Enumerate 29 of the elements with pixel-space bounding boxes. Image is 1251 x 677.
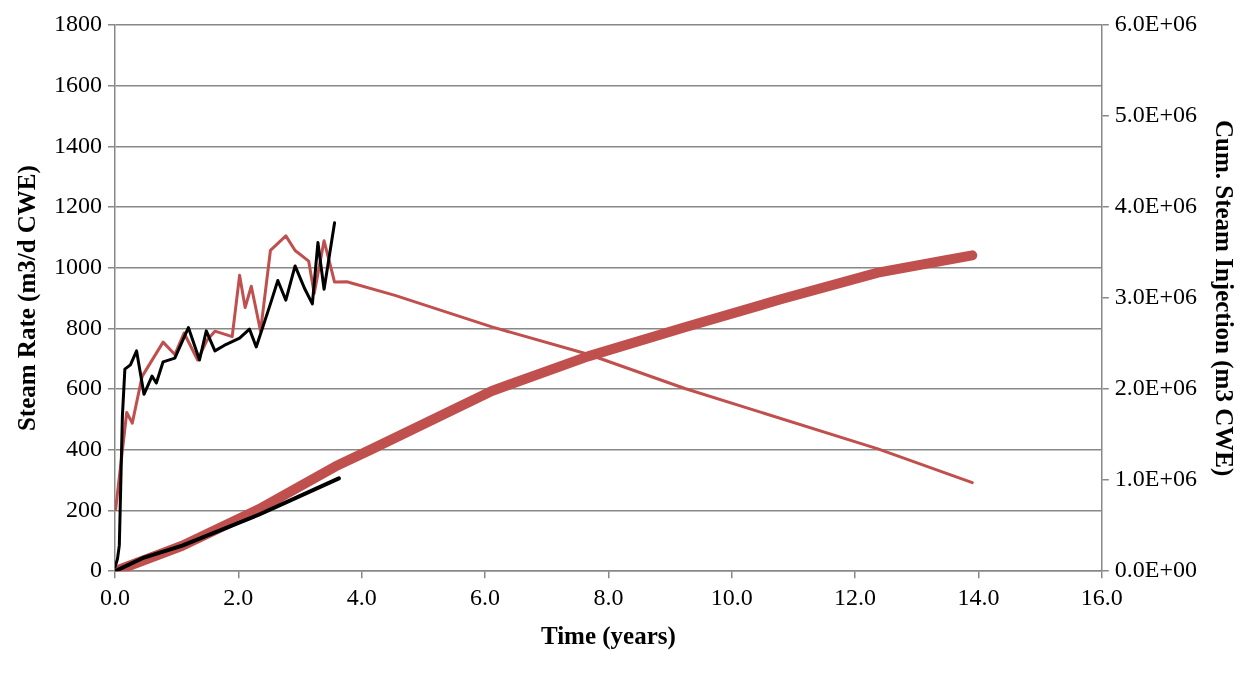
y2-tick-label: 0.0E+00 [1114,556,1198,583]
y-tick-label: 1200 [54,192,102,219]
y-tick-label: 200 [66,495,102,522]
x-axis-title: Time (years) [540,622,676,651]
y-tick-label: 600 [66,374,102,401]
x-tick-label: 2.0 [223,583,254,610]
y2-axis-title: Cum. Steam Injection (m3 CWE) [1209,119,1238,477]
x-tick-label: 10.0 [710,583,753,610]
y2-tick-label: 5.0E+06 [1114,101,1198,128]
x-tick-label: 16.0 [1080,583,1123,610]
y-tick-label: 1600 [54,70,102,97]
x-tick-label: 0.0 [100,583,130,610]
x-tick-label: 8.0 [593,583,624,610]
y-tick-label: 400 [66,435,102,462]
y-tick-label: 0 [90,556,102,583]
y-tick-label: 800 [66,313,102,340]
x-tick-label: 12.0 [834,583,877,610]
y-axis-title: Steam Rate (m3/d CWE) [13,165,42,432]
x-tick-label: 4.0 [346,583,377,610]
y2-tick-label: 3.0E+06 [1114,283,1198,310]
y-tick-label: 1800 [54,10,102,37]
x-tick-label: 14.0 [957,583,1000,610]
y2-tick-label: 1.0E+06 [1114,465,1198,492]
y2-tick-label: 4.0E+06 [1114,192,1198,219]
y2-tick-label: 2.0E+06 [1114,374,1198,401]
y-tick-label: 1000 [54,253,102,280]
y-tick-label: 1400 [54,131,102,158]
y2-tick-label: 6.0E+06 [1114,10,1198,37]
x-tick-label: 6.0 [470,583,501,610]
